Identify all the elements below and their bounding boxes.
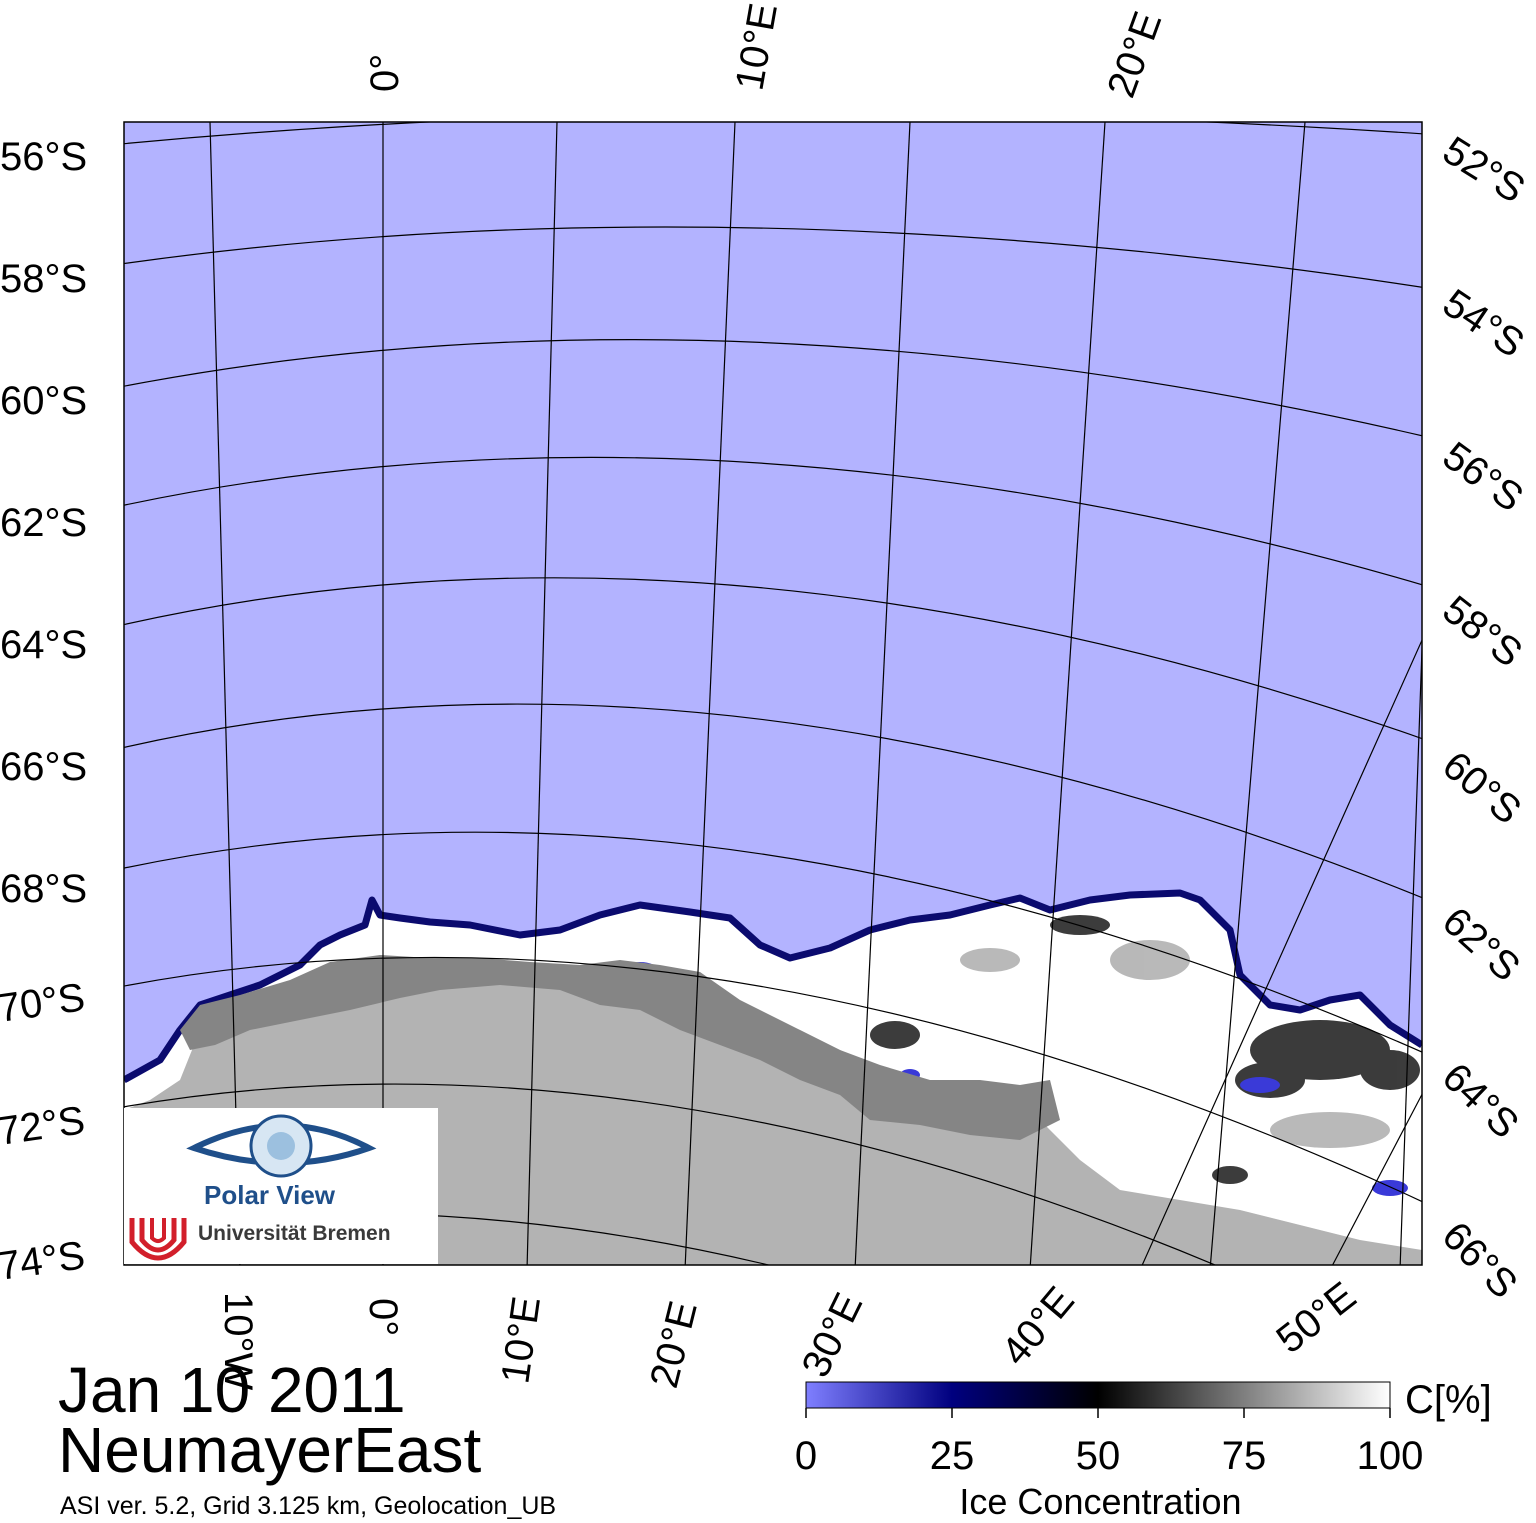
lat-label: 68°S	[0, 867, 87, 911]
colorbar-tick-label: 25	[929, 1434, 975, 1478]
lat-label: 72°S	[0, 1098, 88, 1154]
lat-label: 74°S	[0, 1233, 88, 1289]
lon-label: 10°E	[493, 1294, 549, 1386]
ice-edge	[124, 889, 1422, 1084]
lon-label: 20°E	[642, 1297, 706, 1392]
medium-pack-ice	[960, 940, 1390, 1148]
lat-label: 54°S	[1435, 281, 1532, 366]
map-frame-content	[124, 122, 1422, 1265]
lat-label: 60°S	[0, 379, 87, 423]
land-area	[124, 960, 1422, 1265]
colorbar-tick-label: 0	[794, 1434, 818, 1478]
map-date: Jan 10 2011	[58, 1354, 406, 1426]
lat-label: 58°S	[1434, 587, 1530, 675]
left-latitude-labels: 56°S 58°S 60°S 62°S 64°S 66°S 68°S 70°S …	[0, 135, 88, 1289]
logo-institution: Universität Bremen	[198, 1222, 391, 1245]
colorbar-tick-label: 100	[1356, 1434, 1424, 1478]
lon-label: 30°E	[794, 1286, 872, 1384]
lon-label: 20°E	[1099, 6, 1170, 103]
map-region: NeumayerEast	[58, 1414, 482, 1486]
colorbar-ticks	[805, 1408, 1391, 1418]
lat-label: 60°S	[1434, 743, 1529, 833]
lat-label: 52°S	[1435, 128, 1532, 212]
lat-label: 58°S	[0, 257, 87, 301]
logo: Polar View Universität Bremen	[124, 1108, 438, 1264]
algorithm-info: ASI ver. 5.2, Grid 3.125 km, Geolocation…	[60, 1492, 557, 1520]
map-frame	[123, 121, 1423, 1266]
eye-icon	[186, 1114, 377, 1178]
colorbar-tick-label: 75	[1221, 1434, 1267, 1478]
colorbar-unit: C[%]	[1405, 1378, 1492, 1422]
lat-label: 66°S	[0, 745, 87, 789]
university-logo-icon	[129, 1218, 187, 1261]
lat-label: 56°S	[1435, 434, 1531, 521]
colorbar	[805, 1381, 1391, 1409]
lat-label: 64°S	[1434, 1055, 1527, 1147]
lat-label: 64°S	[0, 623, 87, 667]
top-longitude-labels: 0° 10°E 20°E	[363, 0, 1170, 103]
colorbar-title: Ice Concentration	[959, 1481, 1242, 1522]
lon-label: 50°E	[1268, 1274, 1364, 1362]
lon-label: 10°W	[216, 1292, 260, 1390]
ice-shelf	[180, 955, 1060, 1140]
lat-label: 62°S	[1434, 899, 1528, 990]
lat-label: 56°S	[0, 135, 87, 179]
right-latitude-labels: 52°S 54°S 56°S 58°S 60°S 62°S 64°S 66°S	[1434, 128, 1533, 1307]
lat-label: 70°S	[0, 975, 88, 1031]
lat-label: 66°S	[1434, 1214, 1526, 1307]
lon-label: 0°	[363, 54, 407, 92]
lon-label: 10°E	[728, 0, 786, 93]
logo-name: Polar View	[204, 1180, 336, 1210]
lon-label: 40°E	[993, 1279, 1083, 1374]
lat-label: 62°S	[0, 501, 87, 545]
colorbar-tick-label: 50	[1075, 1434, 1121, 1478]
lon-label: 0°	[361, 1298, 405, 1336]
